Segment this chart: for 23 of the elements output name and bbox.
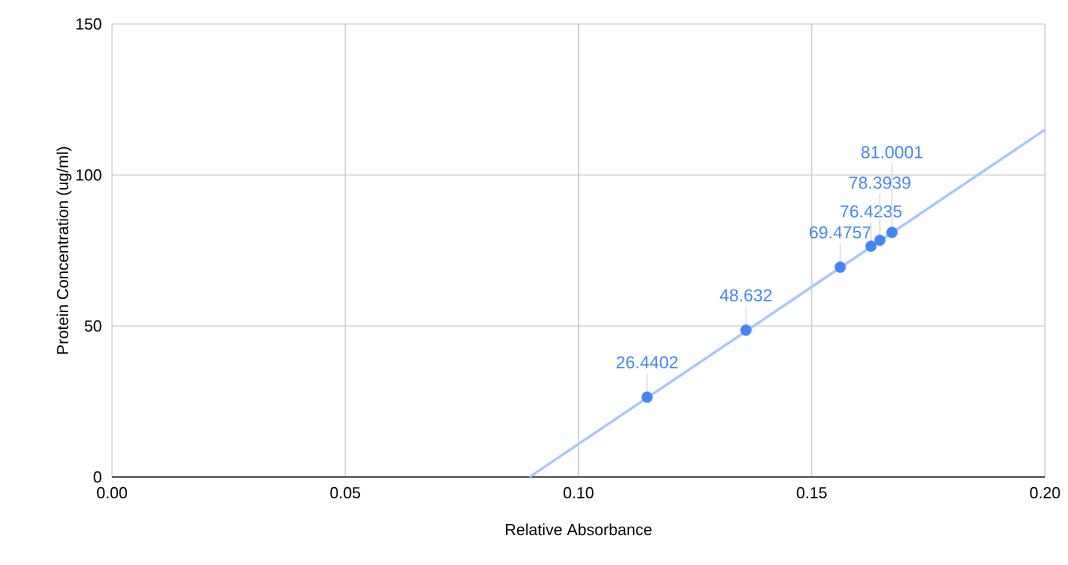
y-tick-label: 0 <box>93 471 102 483</box>
x-tick-label: 0.20 <box>1030 487 1060 499</box>
data-label: 78.3939 <box>849 176 911 189</box>
data-label: 76.4235 <box>840 205 902 218</box>
data-label: 48.632 <box>719 289 772 302</box>
y-tick-label: 50 <box>84 320 102 332</box>
x-tick-label: 0.15 <box>796 487 827 499</box>
y-tick-label: 150 <box>76 18 102 30</box>
data-label: 81.0001 <box>861 146 923 159</box>
point <box>886 226 898 238</box>
point <box>865 240 877 252</box>
x-tick-label: 0.05 <box>330 487 361 499</box>
x-tick-label: 0.00 <box>97 487 127 499</box>
point <box>874 234 886 246</box>
point <box>740 324 752 336</box>
point <box>641 391 653 403</box>
y-axis-title: Protein Concentration (ug/ml) <box>56 147 72 354</box>
y-tick-label: 100 <box>76 169 102 181</box>
x-axis-title: Relative Absorbance <box>506 523 652 536</box>
data-label: 26.4402 <box>616 356 678 369</box>
x-tick-label: 0.10 <box>563 487 594 499</box>
data-label: 69.4757 <box>809 226 871 239</box>
point <box>834 261 846 273</box>
